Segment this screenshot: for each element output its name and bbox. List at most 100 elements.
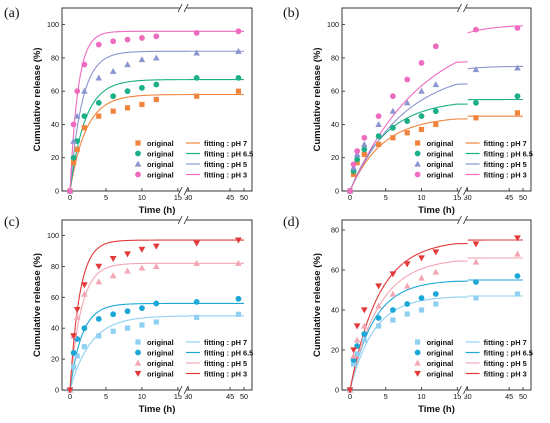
legend-marker [135, 339, 141, 345]
legend-marker [134, 370, 142, 377]
data-point [96, 333, 102, 339]
x-tick-label: 50 [519, 392, 527, 401]
data-point [418, 307, 425, 313]
plot-frame [341, 219, 532, 391]
legend-label-fitting: fitting : pH 6.5 [204, 348, 253, 357]
x-tick-label: 45 [505, 193, 513, 202]
data-point [353, 151, 361, 157]
data-point [361, 337, 367, 343]
legend-label-original: original [427, 149, 454, 158]
data-point [70, 364, 77, 370]
data-point [350, 161, 357, 168]
data-point [109, 272, 117, 279]
data-point [235, 74, 242, 81]
data-point [350, 171, 357, 177]
data-point [514, 110, 521, 116]
axis-break-mark [183, 385, 189, 395]
y-tick-label: 40 [51, 324, 59, 333]
data-point [81, 290, 88, 297]
data-point [375, 302, 382, 309]
data-point [109, 67, 117, 74]
y-tick-label: 80 [331, 226, 339, 235]
data-point [473, 99, 479, 106]
axis-break-mask [179, 385, 187, 395]
data-point [139, 35, 145, 41]
data-point [193, 74, 200, 81]
panel-label: (b) [283, 6, 300, 21]
data-point [361, 134, 368, 141]
axis-break-mark [183, 3, 189, 13]
axis-break-mask [458, 385, 466, 395]
data-point [375, 121, 382, 128]
legend-label-fitting: fitting : pH 6.5 [484, 348, 533, 357]
axis-break-mark [457, 215, 462, 225]
panel-d: (d) 0 20 40 60 80 0 5 10 15 30 45 50 Time (h) Cumulati… [283, 215, 533, 415]
data-point [73, 307, 81, 314]
legend-label-fitting: fitting : pH 5 [204, 160, 247, 169]
data-point [418, 113, 425, 120]
data-point [404, 311, 410, 317]
data-point [418, 87, 425, 94]
legend-label-original: original [427, 348, 454, 357]
y-tick-label: 60 [51, 87, 59, 96]
data-point [346, 387, 354, 394]
y-tick-label: 0 [55, 187, 59, 196]
legend-label-original: original [147, 359, 174, 368]
legend-label-fitting: fitting : pH 6.5 [484, 149, 533, 158]
axis-break-mask [179, 215, 187, 225]
data-point [74, 353, 80, 359]
data-point [70, 160, 77, 166]
legend-marker [134, 160, 142, 167]
data-point [81, 61, 88, 68]
data-point [70, 121, 77, 128]
x-tick-label: 50 [240, 392, 248, 401]
data-point [418, 255, 425, 262]
x-tick-label: 5 [104, 193, 108, 202]
panel-b: (b) 0 20 40 60 80 100 0 5 10 15 30 45 50 Time (h) Cumul… [283, 3, 533, 216]
data-point [193, 30, 200, 36]
x-tick-label: 5 [384, 193, 388, 202]
axis-break-mask [458, 186, 466, 196]
data-point [95, 278, 103, 285]
legend-label-original: original [147, 170, 174, 179]
data-point [361, 331, 368, 337]
data-point [193, 49, 200, 56]
data-point [350, 361, 357, 367]
data-point [473, 279, 479, 285]
data-point [124, 267, 131, 274]
legend-marker [135, 349, 141, 356]
data-point [404, 301, 411, 307]
data-point [235, 88, 242, 94]
data-point [110, 108, 116, 114]
data-point [235, 237, 242, 244]
data-point [472, 241, 480, 248]
legend-label-fitting: fitting : pH 5 [484, 160, 527, 169]
x-tick-label: 30 [464, 193, 472, 202]
data-point [514, 291, 521, 297]
data-point [376, 141, 382, 148]
data-point [350, 347, 357, 354]
x-tick-label: 30 [184, 392, 192, 401]
data-point [390, 317, 396, 323]
legend-label-fitting: fitting : pH 6.5 [204, 149, 253, 158]
data-point [376, 323, 382, 329]
data-point [96, 113, 102, 119]
axis-break-mark [463, 215, 468, 225]
legend-label-fitting: fitting : pH 3 [484, 170, 527, 179]
axis-break-mark [463, 385, 468, 395]
y-tick-label: 100 [47, 20, 59, 29]
data-point [66, 387, 74, 394]
data-point [153, 33, 160, 40]
data-point [153, 54, 160, 61]
x-tick-label: 5 [384, 392, 388, 401]
legend-label-original: original [147, 160, 174, 169]
data-point [354, 160, 360, 166]
data-point [109, 256, 117, 263]
legend-label-original: original [147, 149, 174, 158]
x-tick-label: 0 [68, 193, 72, 202]
data-point [193, 240, 201, 247]
axis-break-mask [179, 3, 187, 13]
data-point [514, 93, 521, 100]
panel-label: (a) [4, 6, 20, 21]
data-point [418, 60, 425, 66]
